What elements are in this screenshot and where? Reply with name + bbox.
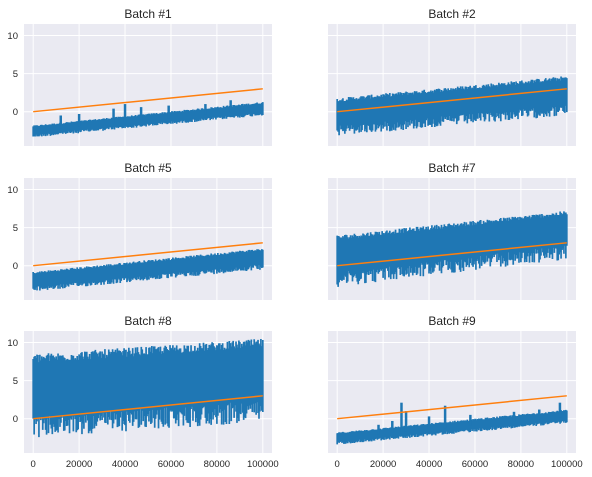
subplot-title: Batch #7 <box>428 161 476 175</box>
signal-series <box>32 249 264 291</box>
x-tick-label: 0 <box>31 459 36 470</box>
x-tick-label: 40000 <box>416 459 442 470</box>
x-tick-label: 40000 <box>112 459 138 470</box>
subplot-5: Batch #8 0 5 10 0 20000 40000 60000 80000 100000 <box>7 314 278 470</box>
subplot-title: Batch #9 <box>428 314 476 328</box>
x-tick-label: 100000 <box>247 459 279 470</box>
plot-area <box>336 395 568 445</box>
signal-series <box>336 211 568 287</box>
plot-area <box>336 76 568 136</box>
signal-series <box>336 409 568 445</box>
trend-line <box>33 242 263 267</box>
y-tick-label: 0 <box>13 414 18 425</box>
y-tick-label: 10 <box>7 31 18 42</box>
x-tick-label: 60000 <box>158 459 184 470</box>
x-tick-label: 100000 <box>551 459 583 470</box>
x-tick-label: 20000 <box>370 459 396 470</box>
trend-line <box>337 395 567 420</box>
subplot-title: Batch #5 <box>124 161 172 175</box>
signal-series <box>32 338 264 438</box>
subplot-2: Batch #2 <box>328 7 576 146</box>
y-tick-label: 0 <box>13 261 18 272</box>
subplot-title: Batch #1 <box>124 7 172 21</box>
signal-series <box>32 102 264 137</box>
y-tick-label: 5 <box>13 376 18 387</box>
x-tick-label: 80000 <box>204 459 230 470</box>
x-tick-label: 20000 <box>66 459 92 470</box>
trend-line <box>33 88 263 113</box>
signal-series <box>336 76 568 136</box>
y-tick-label: 5 <box>13 223 18 234</box>
y-tick-label: 10 <box>7 338 18 349</box>
x-tick-label: 0 <box>335 459 340 470</box>
y-tick-label: 10 <box>7 185 18 196</box>
plot-area <box>32 338 264 438</box>
x-tick-label: 80000 <box>508 459 534 470</box>
trend-line <box>337 88 567 113</box>
subplot-3: Batch #5 0 5 10 <box>7 161 272 300</box>
x-tick-label: 60000 <box>462 459 488 470</box>
y-tick-label: 0 <box>13 107 18 118</box>
subplot-4: Batch #7 <box>328 161 576 300</box>
trend-line <box>33 395 263 420</box>
subplot-6: Batch #9 0 20000 40000 60000 80000 100000 <box>328 314 583 470</box>
subplot-title: Batch #2 <box>428 7 476 21</box>
subplot-title: Batch #8 <box>124 314 172 328</box>
plot-area <box>336 211 568 287</box>
plot-area <box>32 88 264 137</box>
subplot-1: Batch #1 0 5 10 <box>7 7 272 146</box>
trend-line <box>337 242 567 267</box>
plot-area <box>32 242 264 291</box>
y-tick-label: 5 <box>13 69 18 80</box>
